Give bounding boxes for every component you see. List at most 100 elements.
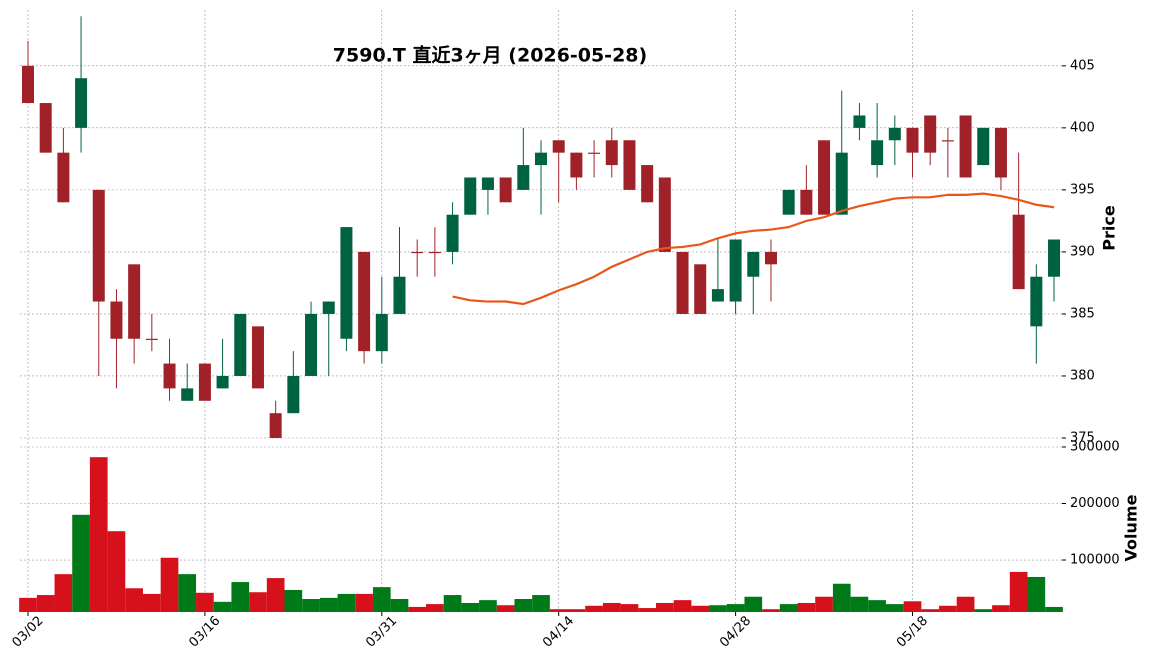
volume-bar <box>372 587 391 612</box>
volume-bar <box>1027 576 1046 612</box>
volume-bar <box>266 578 285 612</box>
candle-body <box>411 251 424 254</box>
candle-body <box>605 140 618 166</box>
volume-bar <box>655 602 674 612</box>
x-tick-label: 03/31 <box>363 613 400 650</box>
candle-body <box>163 363 176 389</box>
volume-bar <box>585 605 603 612</box>
volume-bar <box>921 609 940 612</box>
volume-bar <box>337 593 356 612</box>
candle-body <box>588 152 601 154</box>
candle-body <box>57 152 70 203</box>
volume-bar <box>974 609 993 612</box>
x-tick-label: 03/02 <box>9 613 46 650</box>
candle-body <box>818 140 831 215</box>
volume-bar <box>602 602 621 612</box>
candle-body <box>676 251 689 314</box>
volume-bar <box>797 602 816 612</box>
candle-body <box>1012 214 1025 290</box>
candle-body <box>977 127 990 166</box>
volume-bar <box>744 596 763 612</box>
candle-body <box>694 264 707 314</box>
volume-bar <box>992 605 1010 612</box>
candle-body <box>552 140 565 153</box>
candle-body <box>764 251 777 265</box>
volume-bar <box>461 602 480 612</box>
volume-bar <box>302 599 320 612</box>
volume-bar <box>850 596 869 612</box>
volume-bar <box>89 457 108 612</box>
volume-bar <box>885 604 904 612</box>
candle-body <box>906 127 919 153</box>
volume-bar <box>673 600 692 612</box>
volume-bar <box>691 605 710 612</box>
volume-bar <box>762 609 780 612</box>
volume-bar <box>426 604 444 612</box>
candle-body <box>499 177 512 203</box>
candle-body <box>110 301 123 339</box>
candle-body <box>924 115 937 153</box>
volume-bar <box>213 601 232 612</box>
volume-bar <box>249 592 267 612</box>
volume-bar <box>815 596 833 612</box>
volume-bar <box>567 609 586 612</box>
volume-bar <box>1009 571 1028 612</box>
volume-bar <box>72 514 90 612</box>
x-tick-label: 03/16 <box>186 613 223 650</box>
candle-body <box>446 214 459 252</box>
candle-body <box>782 189 795 215</box>
candle-body <box>711 289 724 302</box>
volume-bar <box>355 593 373 612</box>
volume-tick-label: 300000 <box>1070 440 1120 455</box>
volume-bar <box>1045 606 1063 612</box>
y-axis-label: Price <box>1100 205 1119 251</box>
x-tick-label: 04/28 <box>717 613 754 650</box>
candle-body <box>800 189 813 215</box>
volume-bar <box>939 605 957 612</box>
candle-body <box>251 326 264 389</box>
volume-bar <box>178 574 197 612</box>
candle-body <box>393 276 406 314</box>
y-tick-label: 400 <box>1070 120 1095 135</box>
volume-bar <box>231 582 250 612</box>
candle-body <box>234 313 247 376</box>
volume-bar <box>142 593 161 612</box>
candle-body <box>481 177 494 190</box>
candle-body <box>994 127 1007 178</box>
candle-body <box>871 140 884 166</box>
candle-body <box>287 375 300 414</box>
candle-body <box>941 140 954 142</box>
candle-body <box>1048 239 1061 277</box>
volume-tick-label: 200000 <box>1070 496 1120 511</box>
candle-body <box>22 65 34 104</box>
candle-body <box>570 152 583 178</box>
volume-bar <box>284 589 303 612</box>
candle-body <box>623 140 636 190</box>
candle-body <box>1030 276 1043 327</box>
candle-body <box>959 115 972 178</box>
candle-body <box>75 78 88 128</box>
volume-bar <box>479 600 497 612</box>
candle-body <box>322 301 335 314</box>
candle-body <box>305 313 318 376</box>
candle-body <box>358 251 371 352</box>
volume-bar <box>868 600 886 612</box>
volume-bar <box>779 604 798 612</box>
candle-body <box>428 251 441 254</box>
volume-bar <box>832 583 851 612</box>
volume-bar <box>903 601 922 612</box>
volume-bar <box>54 574 73 612</box>
volume-bar <box>620 604 639 612</box>
y-tick-label: 380 <box>1070 368 1095 383</box>
candle-body <box>535 152 548 166</box>
volume-bar <box>196 592 214 612</box>
candle-body <box>269 413 282 438</box>
y-tick-label: 405 <box>1070 58 1095 73</box>
candle-body <box>39 103 52 153</box>
volume-bar <box>443 595 462 612</box>
volume-bar <box>160 557 179 612</box>
volume-bar <box>549 609 568 612</box>
volume-bar <box>709 605 727 612</box>
candle-body <box>128 264 141 339</box>
